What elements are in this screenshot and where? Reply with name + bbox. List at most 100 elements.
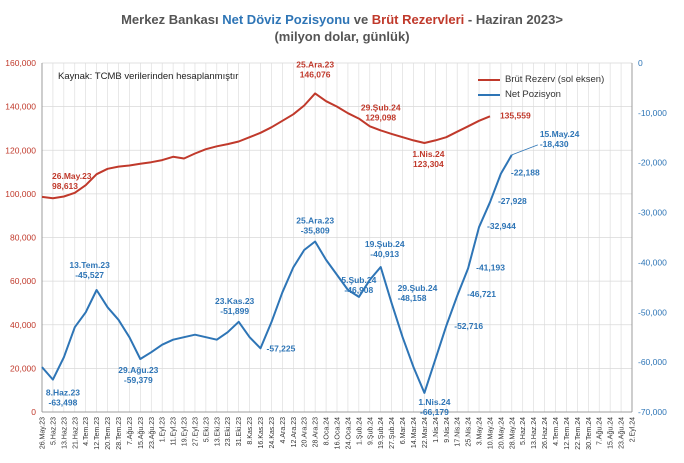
- title-part-3: ve: [350, 12, 372, 27]
- annotation-date: 1.Nis.24: [418, 397, 450, 407]
- annotation-date: 19.Şub.24: [365, 239, 405, 249]
- x-axis-tick-label: 22.Tem.24: [575, 417, 582, 450]
- x-axis-tick-label: 24.Kas.23: [269, 417, 276, 449]
- x-axis-tick-label: 23.Eki.23: [225, 417, 232, 446]
- left-axis-tick-label: 60,000: [10, 276, 36, 286]
- x-axis-tick-label: 3.May.24: [477, 417, 484, 445]
- left-axis-tick-label: 100,000: [5, 189, 36, 199]
- annotation-leader: [511, 144, 538, 156]
- title-part-5: - Haziran 2023>: [464, 12, 563, 27]
- left-axis-tick-label: 80,000: [10, 233, 36, 243]
- left-axis-tick-label: 160,000: [5, 58, 36, 68]
- annotation-date: 25.Ara.23: [296, 216, 334, 226]
- annotation-value: -35,809: [301, 226, 330, 236]
- x-axis-tick-label: 5.Haz.23: [50, 417, 57, 445]
- right-axis-tick-label: -20,000: [638, 158, 667, 168]
- annotation-date: 8.Haz.23: [46, 388, 80, 398]
- x-axis-tick-label: 28.May.24: [509, 417, 516, 449]
- left-axis-tick-label: 0: [31, 407, 36, 417]
- x-axis-tick-label: 16.Kas.23: [258, 417, 265, 449]
- x-axis-tick-label: 9.Şub.24: [367, 417, 374, 445]
- series-line-reserve: [41, 92, 491, 200]
- x-axis-tick-label: 26.Haz.24: [542, 417, 549, 449]
- x-axis-tick-label: 27.Eyl.23: [192, 417, 199, 446]
- x-axis-tick-label: 4.Ara.23: [280, 417, 287, 444]
- x-axis-tick-label: 12.Tem.23: [94, 417, 101, 450]
- x-axis-tick-label: 23.Ağu.23: [149, 417, 156, 449]
- series-line-net: [41, 154, 513, 394]
- chart-title: Merkez Bankası Net Döviz Pozisyonu ve Br…: [0, 12, 684, 27]
- x-axis-tick-label: 19.Eyl.23: [182, 417, 189, 446]
- annotation-value: -51,899: [220, 306, 249, 316]
- right-axis-tick-label: -40,000: [638, 257, 667, 267]
- x-axis-tick-label: 7.Ağu.23: [127, 417, 134, 445]
- legend-swatch-reserve: [478, 78, 500, 81]
- annotation-value: -59,379: [124, 375, 153, 385]
- annotation-value: -41,193: [476, 262, 505, 272]
- x-axis-tick-label: 21.Haz.23: [72, 417, 79, 449]
- x-axis-tick-label: 26.May.23: [40, 417, 47, 449]
- x-axis-tick-label: 22.Mar.24: [422, 417, 429, 448]
- x-axis-tick-label: 13.Haz.24: [531, 417, 538, 449]
- annotation-date: 13.Tem.23: [69, 260, 110, 270]
- annotation-value: 129,098: [365, 112, 396, 122]
- x-axis-tick-label: 7.Ağu.24: [597, 417, 604, 445]
- annotation-date: 29.Ağu.23: [118, 365, 158, 375]
- title-gross-reserves: Brüt Rezervleri: [371, 12, 465, 27]
- annotation-date: 5.Şub.24: [341, 275, 376, 285]
- x-axis-tick-label: 8.Oca.24: [324, 417, 331, 446]
- annotation-date: 23.Kas.23: [215, 296, 254, 306]
- right-axis-tick-label: -30,000: [638, 208, 667, 218]
- x-axis-tick-label: 4.Tem.23: [83, 417, 90, 446]
- x-axis-tick-label: 12.Ara.23: [291, 417, 298, 447]
- left-axis-tick-label: 140,000: [5, 102, 36, 112]
- legend: Brüt Rezerv (sol eksen) Net Pozisyon: [478, 72, 604, 102]
- x-axis-tick-label: 11.Eyl.23: [171, 417, 178, 446]
- x-axis-tick-label: 6.Mar.24: [400, 417, 407, 444]
- annotation-value: -40,913: [370, 249, 399, 259]
- x-axis-tick-label: 8.Kas.23: [247, 417, 254, 445]
- x-axis-tick-label: 14.Mar.24: [411, 417, 418, 448]
- annotation-value: -63,498: [49, 398, 78, 408]
- annotations: 26.May.2398,61325.Ara.23146,07629.Şub.24…: [46, 59, 580, 417]
- legend-label-reserve: Brüt Rezerv (sol eksen): [505, 74, 605, 85]
- x-axis-tick-label: 31.Eki.23: [236, 417, 243, 446]
- annotation-value: -57,225: [267, 343, 296, 353]
- x-axis-tick-label: 17.Nis.24: [455, 417, 462, 447]
- x-axis-tick-label: 19.Şub.24: [378, 417, 385, 449]
- annotation-value: 135,559: [500, 110, 531, 120]
- title-net-position: Net Döviz Pozisyonu: [222, 12, 351, 27]
- x-axis-tick-label: 12.Tem.24: [564, 417, 571, 450]
- x-axis-tick-label: 28.Ara.23: [313, 417, 320, 447]
- legend-item-reserve: Brüt Rezerv (sol eksen): [478, 72, 604, 87]
- axes: 0 20,000 40,000 60,000 80,000 100,000 120,000 1…: [5, 58, 667, 450]
- left-axis-tick-label: 40,000: [10, 320, 36, 330]
- x-axis-tick-label: 1.Eyl.23: [160, 417, 167, 442]
- annotation-date: 25.Ara.23: [296, 59, 334, 69]
- annotation-value: -32,944: [487, 221, 516, 231]
- annotation-value: -18,430: [540, 139, 569, 149]
- annotation-date: 26.May.23: [52, 171, 92, 181]
- x-axis-tick-label: 10.May.24: [487, 417, 494, 449]
- left-axis-tick-label: 20,000: [10, 363, 36, 373]
- x-axis-tick-label: 24.Oca.24: [345, 417, 352, 449]
- annotation-value: -46,721: [467, 289, 496, 299]
- x-axis-tick-label: 20.May.24: [498, 417, 505, 449]
- annotation-value: -27,928: [498, 196, 527, 206]
- annotation-value: -22,188: [511, 168, 540, 178]
- x-axis-tick-label: 28.Tem.23: [116, 417, 123, 450]
- title-part-1: Merkez Bankası: [121, 12, 223, 27]
- legend-item-net: Net Pozisyon: [478, 87, 604, 102]
- annotation-value: -66,179: [420, 407, 449, 417]
- right-axis-tick-label: -50,000: [638, 307, 667, 317]
- x-axis-tick-label: 1.Şub.24: [356, 417, 363, 445]
- x-axis-tick-label: 23.Ağu.24: [619, 417, 626, 449]
- legend-swatch-net: [478, 93, 500, 96]
- right-axis-tick-label: -70,000: [638, 407, 667, 417]
- x-axis-tick-label: 5.Haz.24: [520, 417, 527, 445]
- annotation-value: 146,076: [300, 69, 331, 79]
- left-axis-tick-label: 120,000: [5, 145, 36, 155]
- x-axis-tick-label: 4.Tem.24: [553, 417, 560, 446]
- annotation-value: 98,613: [52, 181, 78, 191]
- x-axis-tick-label: 13.Haz.23: [61, 417, 68, 449]
